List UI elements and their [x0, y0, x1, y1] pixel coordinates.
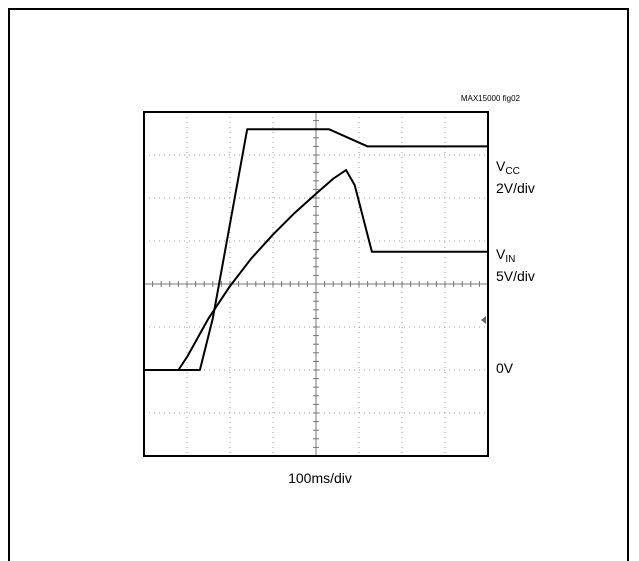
grid [143, 111, 489, 457]
label-vin-sub: IN [505, 254, 516, 265]
label-zero-text: 0V [496, 360, 514, 376]
label-vcc-sub: CC [505, 166, 520, 177]
label-vin-main: V [496, 246, 506, 262]
label-vcc-main: V [496, 158, 506, 174]
traces [144, 128, 488, 371]
label-zero: 0V [496, 360, 513, 376]
label-vin: VIN 5V/div [496, 246, 535, 284]
figure-id: MAX15000 fig02 [460, 94, 520, 103]
figure-frame [8, 8, 629, 561]
label-vcc: VCC 2V/div [496, 158, 535, 196]
plot-border [143, 111, 489, 457]
label-vin-scale: 5V/div [496, 268, 535, 284]
channel-marker-icon [481, 316, 486, 324]
series-vin-line [144, 169, 488, 371]
series-vcc-line [144, 128, 488, 371]
x-axis-label: 100ms/div [288, 470, 352, 486]
label-vcc-scale: 2V/div [496, 180, 535, 196]
